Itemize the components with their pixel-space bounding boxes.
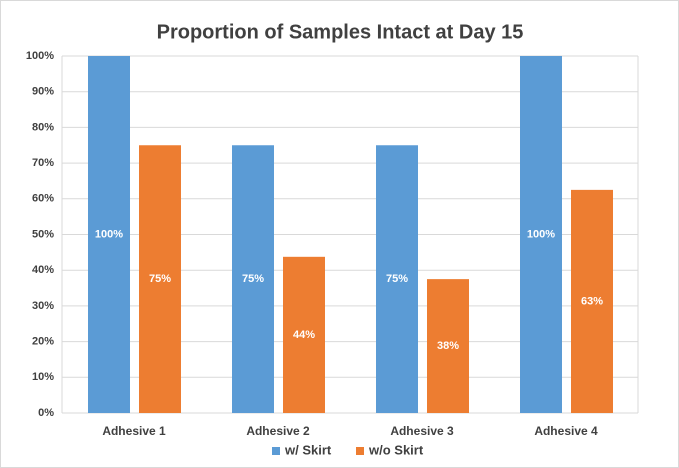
y-tick-label: 100% — [26, 50, 54, 62]
data-label: 100% — [95, 228, 123, 240]
data-label: 75% — [242, 273, 264, 285]
bar — [427, 279, 469, 413]
bar — [232, 145, 274, 413]
bar — [283, 256, 325, 413]
legend-label: w/o Skirt — [368, 442, 424, 457]
y-tick-label: 20% — [32, 336, 54, 348]
data-label: 38% — [437, 340, 459, 352]
y-tick-label: 90% — [32, 86, 54, 98]
bar — [88, 56, 130, 413]
y-tick-label: 50% — [32, 228, 54, 240]
chart-title: Proportion of Samples Intact at Day 15 — [157, 21, 524, 43]
y-tick-label: 60% — [32, 193, 54, 205]
x-tick-label: Adhesive 3 — [390, 424, 454, 438]
data-label: 75% — [386, 273, 408, 285]
bar — [520, 56, 562, 413]
y-tick-label: 30% — [32, 300, 54, 312]
data-label: 100% — [527, 228, 555, 240]
legend-swatch — [272, 447, 280, 455]
data-label: 75% — [149, 273, 171, 285]
bar — [571, 189, 613, 413]
x-tick-label: Adhesive 2 — [246, 424, 310, 438]
bar — [376, 145, 418, 413]
y-tick-label: 0% — [38, 407, 54, 419]
y-tick-label: 10% — [32, 371, 54, 383]
y-tick-label: 70% — [32, 157, 54, 169]
x-tick-label: Adhesive 1 — [102, 424, 166, 438]
x-tick-label: Adhesive 4 — [534, 424, 598, 438]
bar — [139, 145, 181, 413]
y-tick-label: 80% — [32, 121, 54, 133]
data-label: 44% — [293, 329, 315, 341]
legend-swatch — [356, 447, 364, 455]
data-label: 63% — [581, 295, 603, 307]
y-tick-label: 40% — [32, 264, 54, 276]
legend-label: w/ Skirt — [284, 442, 332, 457]
